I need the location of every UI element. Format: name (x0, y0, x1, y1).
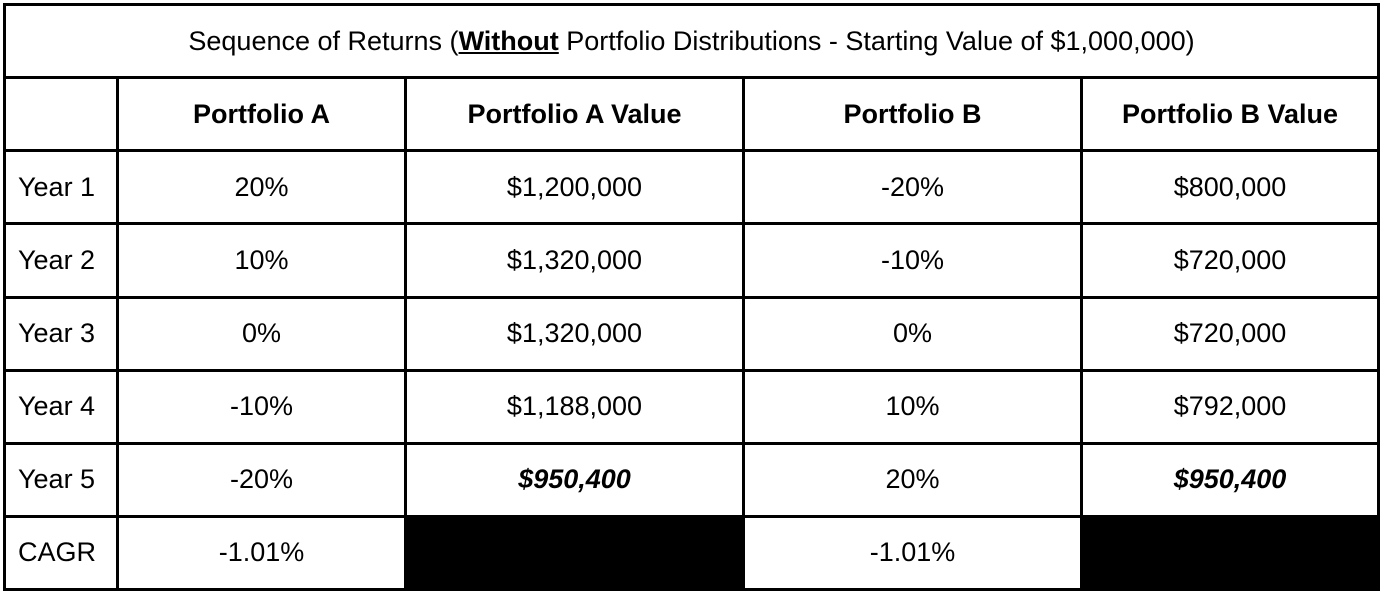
header-portfolio-b-value: Portfolio B Value (1079, 76, 1381, 153)
row-label: Year 4 (3, 368, 119, 445)
row-label: Year 3 (3, 295, 119, 372)
portfolio-a-cagr: -1.01% (116, 514, 407, 592)
table-row: Year 5 -20% $950,400 20% $950,400 (3, 441, 1381, 518)
portfolio-b-value: $800,000 (1079, 149, 1381, 226)
portfolio-b-final-value: $950,400 (1079, 441, 1381, 518)
portfolio-a-return: 0% (116, 295, 407, 372)
portfolio-a-return: 10% (116, 222, 407, 299)
header-row: Portfolio A Portfolio A Value Portfolio … (3, 76, 1381, 153)
header-empty (3, 76, 119, 153)
header-portfolio-a-value: Portfolio A Value (404, 76, 745, 153)
portfolio-b-value: $720,000 (1079, 222, 1381, 299)
portfolio-a-value: $1,200,000 (404, 149, 745, 226)
portfolio-b-value: $720,000 (1079, 295, 1381, 372)
table-title: Sequence of Returns (Without Portfolio D… (2, 2, 1381, 80)
portfolio-b-return: -10% (742, 222, 1083, 299)
portfolio-b-return: 20% (742, 441, 1083, 518)
portfolio-a-value: $1,320,000 (404, 222, 745, 299)
portfolio-b-value: $792,000 (1079, 368, 1381, 445)
row-label: Year 5 (3, 441, 119, 518)
portfolio-b-return: 10% (742, 368, 1083, 445)
table-row: Year 2 10% $1,320,000 -10% $720,000 (3, 222, 1381, 299)
header-portfolio-a: Portfolio A (116, 76, 407, 153)
portfolio-a-return: -10% (116, 368, 407, 445)
table-row: Year 4 -10% $1,188,000 10% $792,000 (3, 368, 1381, 445)
title-suffix: Portfolio Distributions - Starting Value… (558, 25, 1195, 56)
table-row: Year 1 20% $1,200,000 -20% $800,000 (3, 149, 1381, 226)
row-label: Year 1 (3, 149, 119, 226)
header-portfolio-b: Portfolio B (742, 76, 1083, 153)
cagr-row: CAGR -1.01% -1.01% (3, 514, 1381, 592)
portfolio-a-return: -20% (116, 441, 407, 518)
portfolio-a-final-value: $950,400 (404, 441, 745, 518)
title-emphasis: Without (458, 25, 559, 56)
cagr-label: CAGR (3, 514, 119, 592)
title-row: Sequence of Returns (Without Portfolio D… (2, 2, 1381, 80)
blacked-out-cell (404, 514, 745, 592)
table-row: Year 3 0% $1,320,000 0% $720,000 (3, 295, 1381, 372)
portfolio-a-value: $1,188,000 (404, 368, 745, 445)
blacked-out-cell (1079, 514, 1381, 592)
portfolio-b-return: -20% (742, 149, 1083, 226)
portfolio-a-value: $1,320,000 (404, 295, 745, 372)
portfolio-b-cagr: -1.01% (742, 514, 1083, 592)
row-label: Year 2 (3, 222, 119, 299)
portfolio-a-return: 20% (116, 149, 407, 226)
portfolio-b-return: 0% (742, 295, 1083, 372)
title-prefix: Sequence of Returns ( (188, 25, 459, 56)
